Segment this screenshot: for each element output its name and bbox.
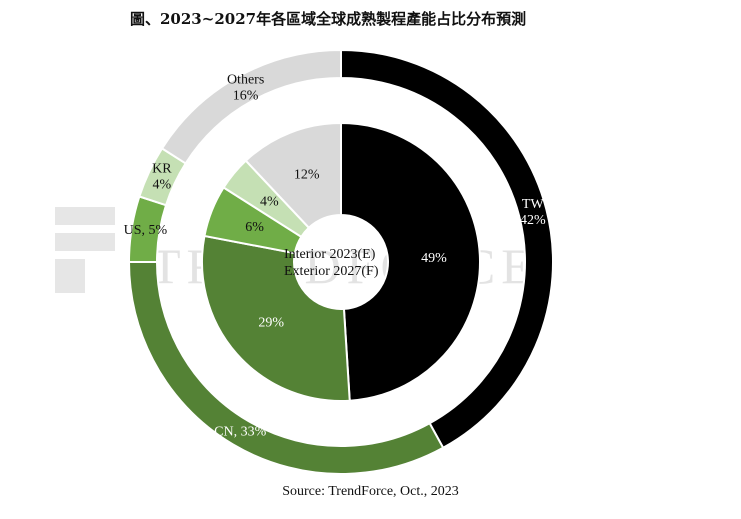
center-legend: Interior 2023(E) Exterior 2027(F) bbox=[284, 247, 379, 279]
outer-label-tw: TW 42% bbox=[520, 197, 546, 228]
watermark-logo-bar-3 bbox=[55, 259, 85, 293]
outer-label-us: US, 5% bbox=[124, 223, 168, 238]
inner-ring-labels: 49% 29% 6% 4% 12% bbox=[245, 168, 447, 331]
source-note: Source: TrendForce, Oct., 2023 bbox=[282, 484, 459, 499]
center-label-interior: Interior 2023(E) bbox=[284, 247, 376, 262]
watermark-logo-bar-2 bbox=[55, 233, 115, 251]
outer-label-others: Others 16% bbox=[227, 73, 264, 104]
watermark-logo-bar-1 bbox=[55, 207, 115, 225]
chart-title: 圖、2023~2027年各區域全球成熟製程產能占比分布預測 bbox=[130, 10, 527, 28]
center-label-exterior: Exterior 2027(F) bbox=[284, 264, 379, 279]
inner-label-tw: 49% bbox=[421, 251, 447, 266]
outer-ring-2027 bbox=[127, 48, 554, 475]
inner-label-kr: 4% bbox=[260, 195, 279, 210]
inner-slice-tw bbox=[340, 121, 481, 402]
inner-ring-2023 bbox=[201, 121, 481, 402]
inner-label-cn: 29% bbox=[258, 316, 284, 331]
inner-label-us: 6% bbox=[245, 220, 264, 235]
inner-slice-cn bbox=[201, 234, 351, 402]
outer-label-cn: CN, 33% bbox=[214, 425, 266, 440]
outer-ring-labels: TW 42% CN, 33% US, 5% KR 4% Others 16% bbox=[124, 73, 546, 440]
outer-slice-others bbox=[160, 48, 342, 165]
inner-label-others: 12% bbox=[294, 168, 320, 183]
inner-slice-others bbox=[244, 121, 342, 230]
outer-label-kr: KR 4% bbox=[152, 162, 172, 193]
